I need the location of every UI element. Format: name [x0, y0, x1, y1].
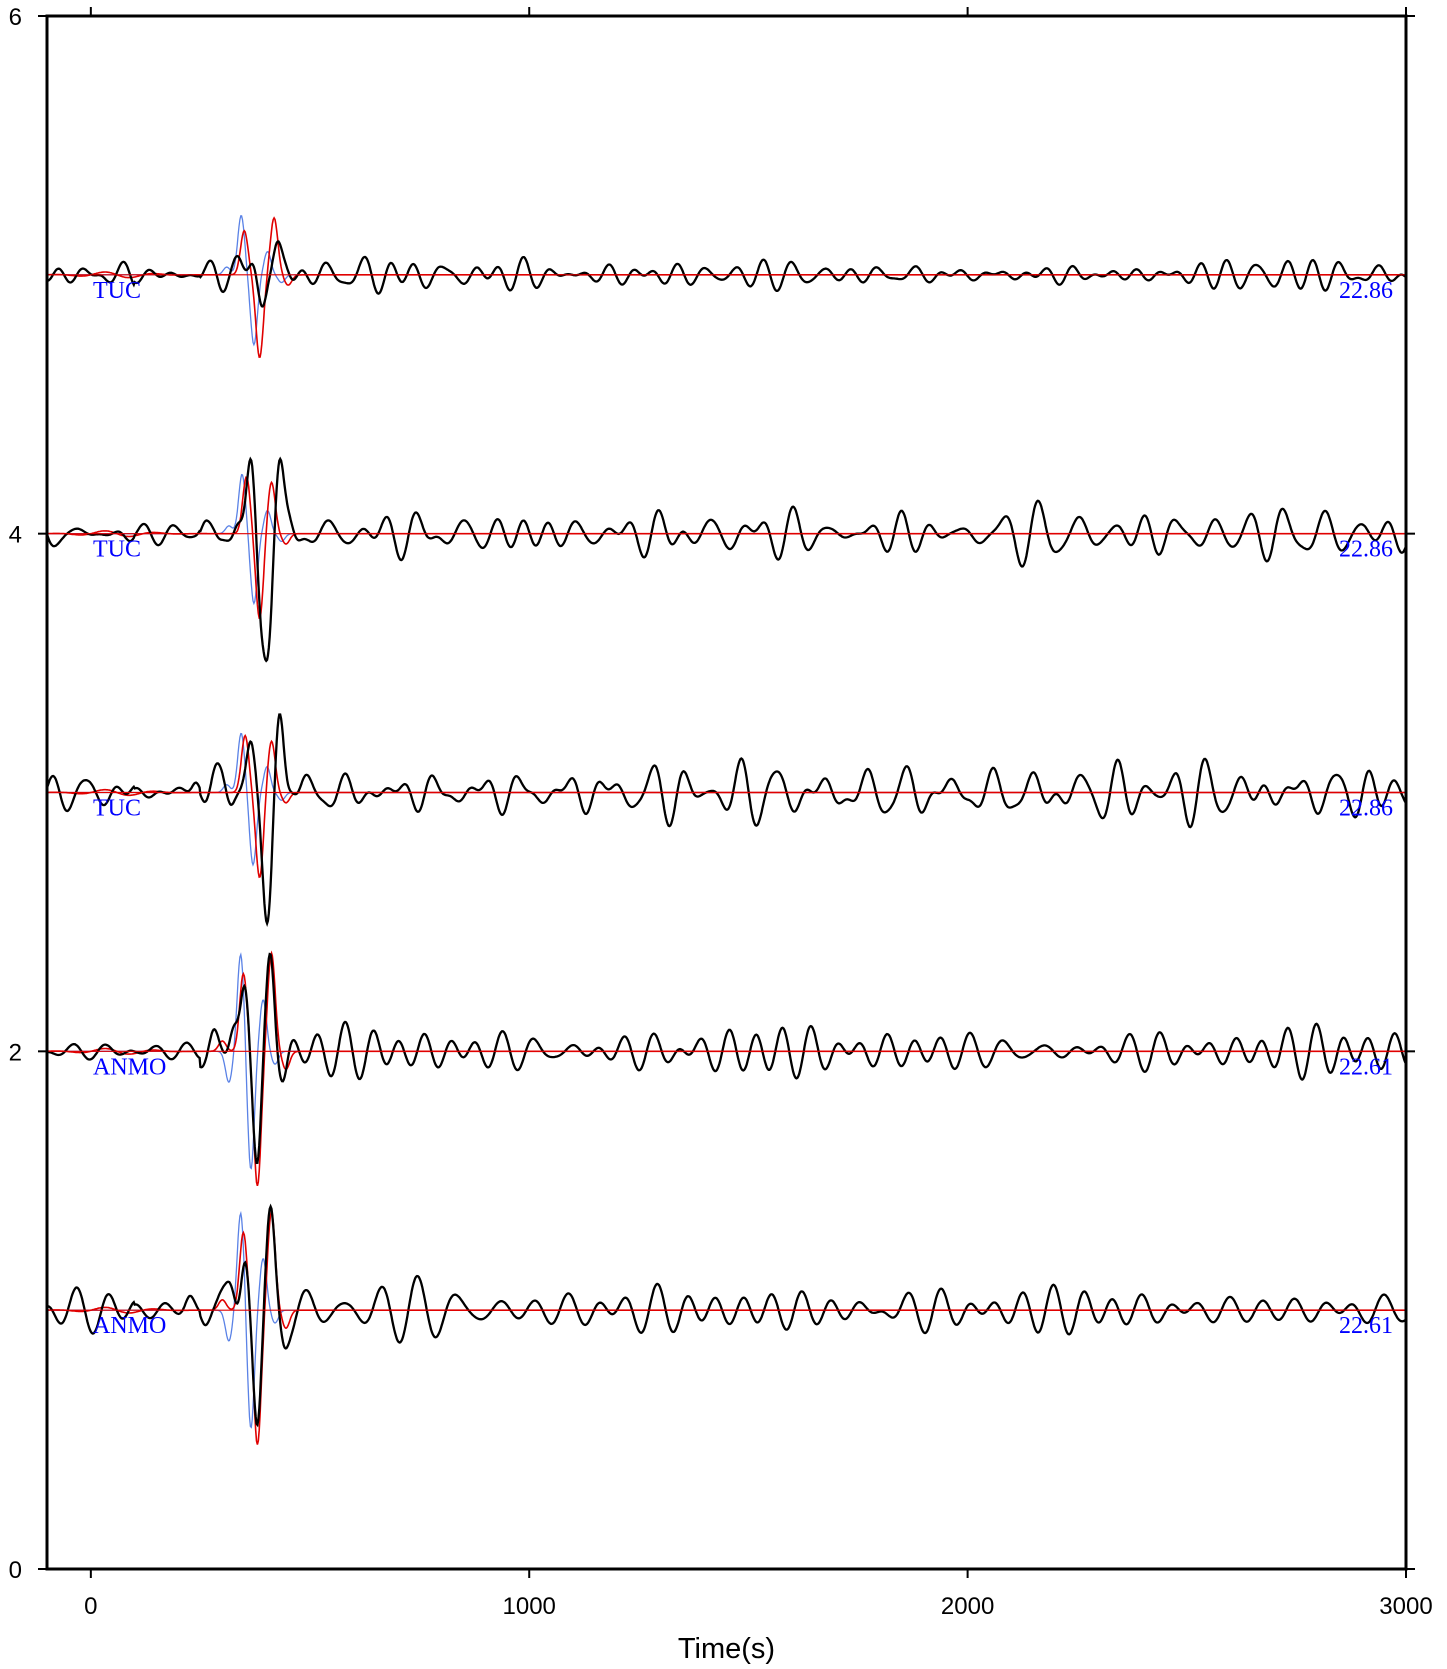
- x-tick-label: 0: [84, 1593, 97, 1620]
- y-tick-label: 6: [9, 4, 22, 31]
- axis-ticks: 0 1000 2000 3000 0 2 4 6: [9, 4, 1433, 1620]
- trace-group-tuc: [45, 713, 1407, 928]
- trace-group-anmo: [46, 950, 1408, 1186]
- station-label: TUC: [93, 537, 141, 563]
- trace-value-label: 22.61: [1339, 1313, 1393, 1339]
- synthetic-b-line: [47, 215, 1406, 347]
- trace-group-tuc: [47, 215, 1407, 358]
- station-label: ANMO: [93, 1313, 166, 1339]
- x-axis-title: Time(s): [678, 1633, 775, 1665]
- station-label: TUC: [93, 278, 141, 304]
- synthetic-a-line: [47, 216, 1406, 358]
- trace-value-label: 22.86: [1339, 278, 1393, 304]
- synthetic-b-line: [47, 473, 1406, 606]
- trace-labels: TUC 22.86 TUC 22.86 TUC 22.86 ANMO 22.61 ANMO 22.…: [93, 278, 1393, 1339]
- y-tick-label: 0: [9, 1557, 22, 1584]
- y-tick-label: 2: [9, 1039, 22, 1066]
- trace-group-anmo: [46, 1203, 1407, 1445]
- observed-line: [46, 952, 1408, 1165]
- station-label: ANMO: [93, 1054, 166, 1080]
- trace-value-label: 22.61: [1339, 1054, 1393, 1080]
- plot-frame: [45, 14, 1408, 1571]
- trace-value-label: 22.86: [1339, 537, 1393, 563]
- observed-line: [46, 1203, 1407, 1428]
- observed-line: [47, 240, 1407, 308]
- station-label: TUC: [93, 796, 141, 822]
- observed-line: [45, 713, 1407, 928]
- traces-layer: [45, 215, 1408, 1445]
- x-tick-label: 1000: [503, 1593, 556, 1620]
- observed-line: [45, 456, 1408, 663]
- trace-value-label: 22.86: [1339, 796, 1393, 822]
- x-tick-label: 3000: [1379, 1593, 1432, 1620]
- synthetic-b-line: [47, 732, 1406, 867]
- y-tick-label: 4: [9, 522, 22, 549]
- x-tick-label: 2000: [941, 1593, 994, 1620]
- trace-group-tuc: [45, 456, 1408, 663]
